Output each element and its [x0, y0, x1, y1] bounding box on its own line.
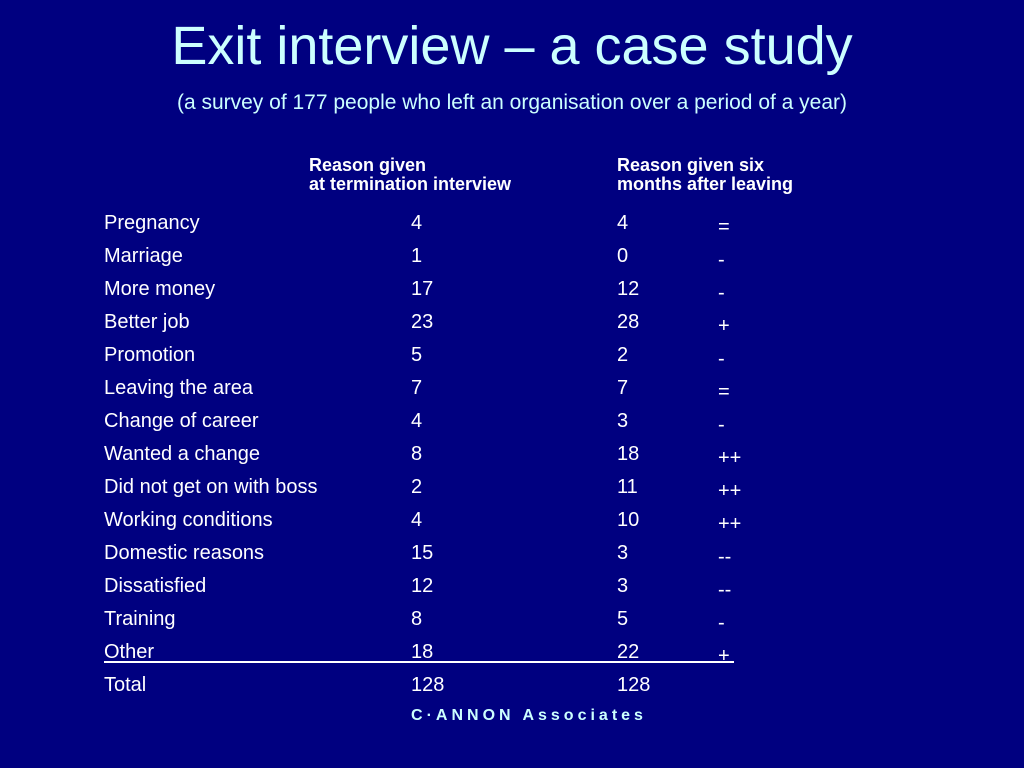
six-month-count-cell: 11: [617, 476, 638, 498]
reasons-table: Pregnancy 4 4 = Marriage 1 0 - More mone…: [0, 207, 1024, 702]
column-header-six-months-line-2: months after leaving: [617, 174, 794, 194]
termination-count-cell: 23: [411, 311, 434, 333]
slide-title: Exit interview – a case study: [171, 16, 853, 76]
six-month-count-cell: 3: [617, 542, 629, 564]
total-termination-cell: 128: [411, 674, 445, 696]
table-row: Change of career 4 3 -: [0, 405, 1024, 438]
termination-count-cell: 4: [411, 410, 423, 432]
change-indicator-cell: ++: [718, 480, 742, 502]
reason-cell: Promotion: [104, 344, 196, 366]
termination-count-cell: 8: [411, 608, 423, 630]
table-row: Working conditions 4 10 ++: [0, 504, 1024, 537]
table-row: Better job 23 28 +: [0, 306, 1024, 339]
reason-cell: Domestic reasons: [104, 542, 265, 564]
change-indicator-cell: -: [718, 414, 725, 436]
table-row: Wanted a change 8 18 ++: [0, 438, 1024, 471]
change-indicator-cell: ++: [718, 447, 742, 469]
termination-count-cell: 7: [411, 377, 423, 399]
change-indicator-cell: -: [718, 348, 725, 370]
termination-count-cell: 2: [411, 476, 423, 498]
column-header-termination-line-2: at termination interview: [309, 174, 512, 194]
six-month-count-cell: 0: [617, 245, 629, 267]
change-indicator-cell: -: [718, 612, 725, 634]
reason-cell: Marriage: [104, 245, 183, 267]
termination-count-cell: 17: [411, 278, 434, 300]
six-month-count-cell: 3: [617, 410, 629, 432]
termination-count-cell: 4: [411, 212, 423, 234]
table-row: Marriage 1 0 -: [0, 240, 1024, 273]
six-month-count-cell: 10: [617, 509, 640, 531]
table-row: Leaving the area 7 7 =: [0, 372, 1024, 405]
change-indicator-cell: ++: [718, 513, 742, 535]
reason-cell: Working conditions: [104, 509, 273, 531]
change-indicator-cell: +: [718, 315, 730, 337]
column-header-termination: Reason given at termination interview: [309, 156, 511, 194]
total-divider-line: [104, 661, 734, 663]
change-indicator-cell: =: [718, 216, 730, 238]
reason-cell: More money: [104, 278, 216, 300]
change-indicator-cell: +: [718, 645, 730, 667]
table-row: Promotion 5 2 -: [0, 339, 1024, 372]
six-month-count-cell: 5: [617, 608, 629, 630]
six-month-count-cell: 12: [617, 278, 640, 300]
termination-count-cell: 8: [411, 443, 423, 465]
six-month-count-cell: 2: [617, 344, 629, 366]
reason-cell: Better job: [104, 311, 190, 333]
change-indicator-cell: -: [718, 249, 725, 271]
reason-cell: Wanted a change: [104, 443, 261, 465]
termination-count-cell: 15: [411, 542, 434, 564]
table-row: Domestic reasons 15 3 --: [0, 537, 1024, 570]
six-month-count-cell: 4: [617, 212, 629, 234]
change-indicator-cell: --: [718, 579, 732, 601]
six-month-count-cell: 22: [617, 641, 640, 663]
column-header-six-months: Reason given six months after leaving: [617, 156, 793, 194]
table-row: Other 18 22 +: [0, 636, 1024, 669]
company-footer: C·ANNON Associates: [411, 707, 647, 724]
reason-cell: Other: [104, 641, 155, 663]
reason-cell: Change of career: [104, 410, 259, 432]
table-row: More money 17 12 -: [0, 273, 1024, 306]
column-header-six-months-line-1: Reason given six: [617, 155, 765, 175]
reason-cell: Leaving the area: [104, 377, 254, 399]
change-indicator-cell: =: [718, 381, 730, 403]
reason-cell: Training: [104, 608, 176, 630]
total-label-cell: Total: [104, 674, 147, 696]
six-month-count-cell: 7: [617, 377, 629, 399]
change-indicator-cell: -: [718, 282, 725, 304]
reason-cell: Dissatisfied: [104, 575, 207, 597]
termination-count-cell: 5: [411, 344, 423, 366]
change-indicator-cell: --: [718, 546, 732, 568]
column-header-termination-line-1: Reason given: [309, 155, 427, 175]
termination-count-cell: 18: [411, 641, 434, 663]
termination-count-cell: 1: [411, 245, 423, 267]
six-month-count-cell: 28: [617, 311, 640, 333]
termination-count-cell: 12: [411, 575, 434, 597]
six-month-count-cell: 18: [617, 443, 640, 465]
total-six-month-cell: 128: [617, 674, 651, 696]
reason-cell: Did not get on with boss: [104, 476, 318, 498]
table-row: Training 8 5 -: [0, 603, 1024, 636]
table-row: Dissatisfied 12 3 --: [0, 570, 1024, 603]
six-month-count-cell: 3: [617, 575, 629, 597]
slide-subtitle: (a survey of 177 people who left an orga…: [176, 91, 848, 114]
table-row: Did not get on with boss 2 11 ++: [0, 471, 1024, 504]
termination-count-cell: 4: [411, 509, 423, 531]
table-row: Pregnancy 4 4 =: [0, 207, 1024, 240]
reason-cell: Pregnancy: [104, 212, 200, 234]
total-row: Total 128 128: [0, 669, 1024, 702]
